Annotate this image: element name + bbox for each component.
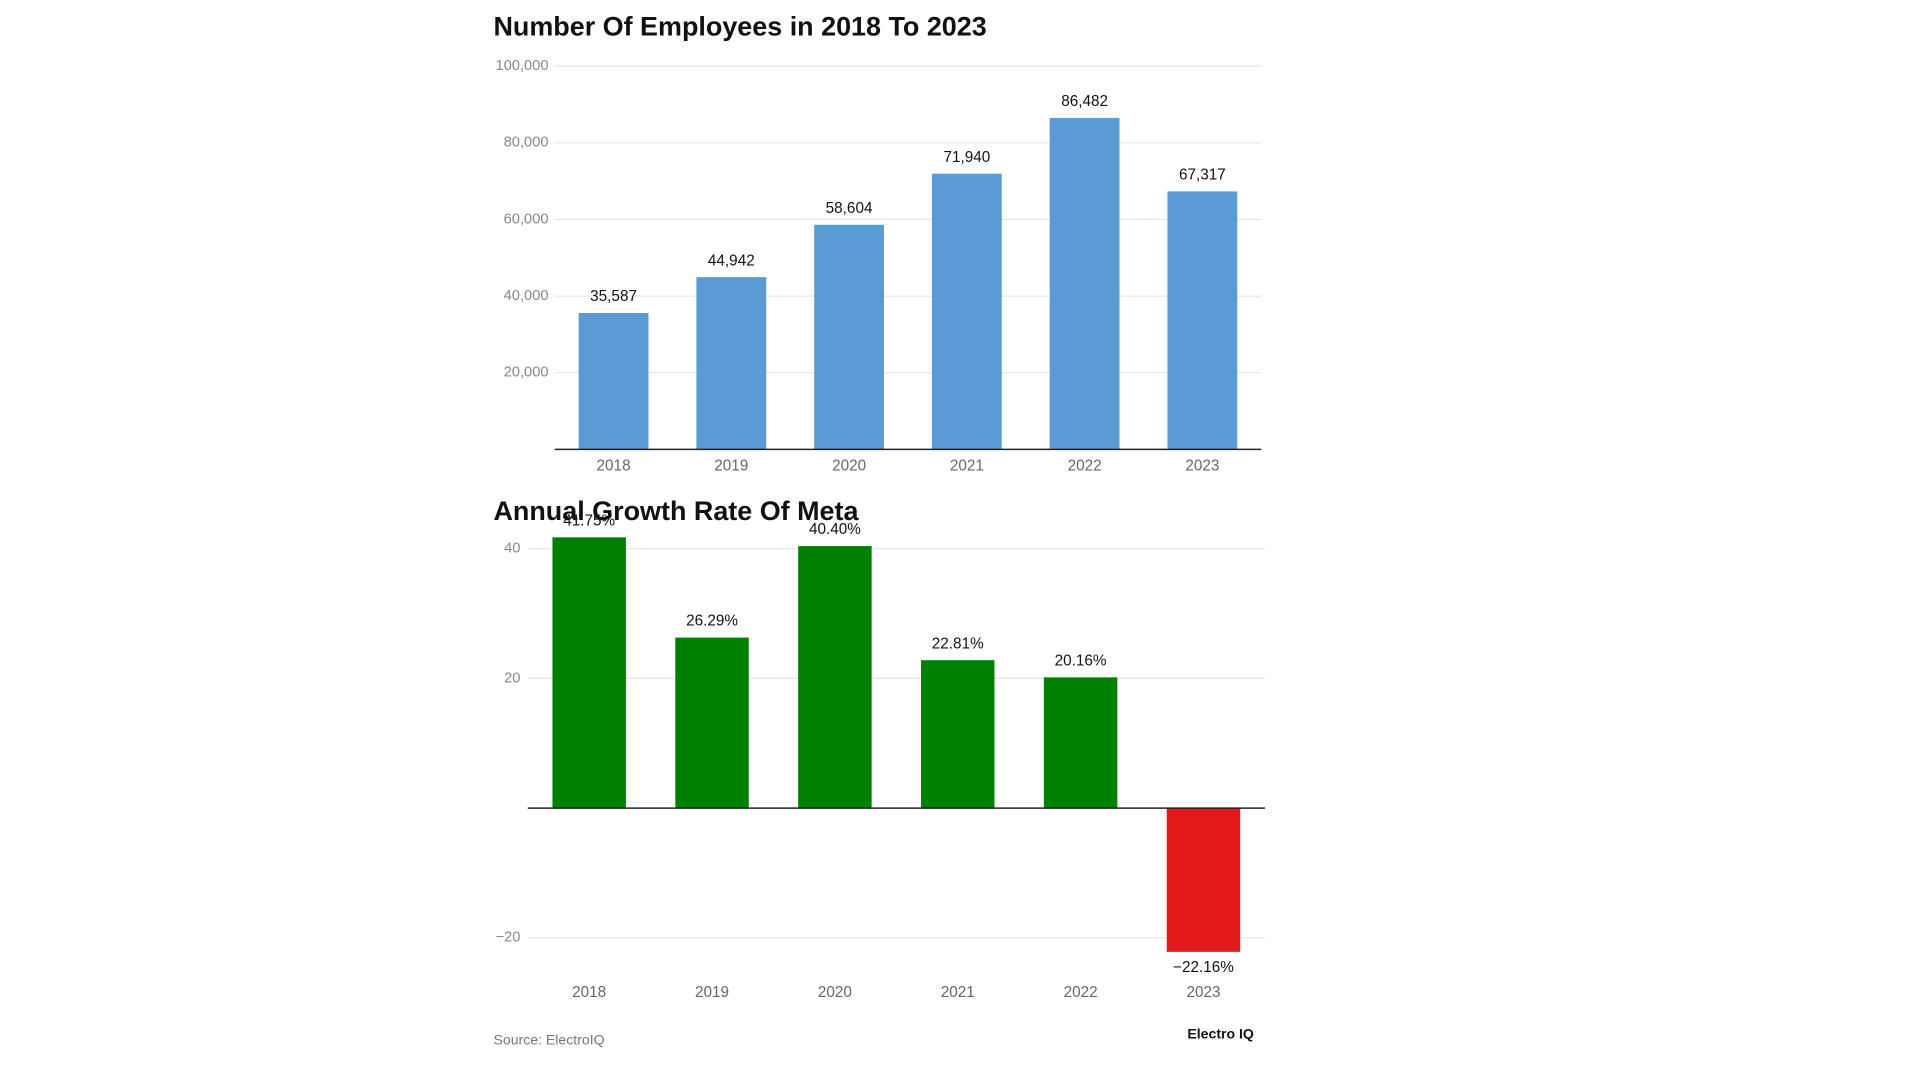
bar [921, 660, 995, 809]
bar [1167, 191, 1238, 450]
y-tick-label: 40 [504, 541, 520, 557]
value-label: 22.81% [932, 635, 984, 652]
bar [578, 312, 649, 450]
bar [798, 546, 872, 809]
value-label: 86,482 [1061, 93, 1108, 110]
value-label: 44,942 [708, 252, 755, 269]
bar [1043, 677, 1118, 809]
bar [552, 537, 626, 809]
bar [814, 224, 884, 450]
value-label: 35,587 [590, 288, 637, 305]
source-note: Source: ElectroIQ [493, 1032, 604, 1048]
x-tick-label: 2023 [1186, 984, 1220, 1001]
y-tick-label: 80,000 [504, 135, 549, 151]
value-label: 41.75% [563, 512, 615, 529]
y-tick-label: 60,000 [504, 211, 549, 227]
y-tick-label: 40,000 [504, 288, 549, 304]
value-label: 26.29% [686, 613, 738, 630]
value-label: −22.16% [1173, 959, 1234, 976]
chart-title: Annual Growth Rate Of Meta [493, 496, 859, 526]
y-tick-label: −20 [495, 930, 520, 946]
value-label: 58,604 [826, 200, 873, 217]
chart-title: Number Of Employees in 2018 To 2023 [493, 11, 986, 41]
brand-logo: Electro IQ [1187, 1025, 1254, 1041]
x-tick-label: 2019 [695, 984, 729, 1001]
value-label: 40.40% [809, 521, 861, 538]
bar [931, 173, 1002, 450]
x-tick-label: 2023 [1185, 458, 1219, 475]
bar [1049, 117, 1120, 450]
y-tick-label: 20,000 [504, 365, 549, 381]
x-tick-label: 2022 [1068, 458, 1102, 475]
value-label: 67,317 [1179, 167, 1226, 184]
x-tick-label: 2020 [818, 984, 852, 1001]
x-tick-label: 2018 [597, 458, 631, 475]
x-tick-label: 2021 [941, 984, 975, 1001]
x-tick-label: 2021 [950, 458, 984, 475]
bar [1166, 808, 1241, 952]
y-tick-label: 20 [504, 670, 520, 686]
x-tick-label: 2020 [832, 458, 866, 475]
value-label: 71,940 [943, 149, 990, 166]
bar [696, 277, 767, 450]
value-label: 20.16% [1055, 652, 1107, 669]
x-tick-label: 2018 [572, 984, 606, 1001]
x-tick-label: 2019 [714, 458, 748, 475]
bar [675, 637, 749, 809]
y-tick-label: 100,000 [495, 58, 548, 74]
x-tick-label: 2022 [1064, 984, 1098, 1001]
